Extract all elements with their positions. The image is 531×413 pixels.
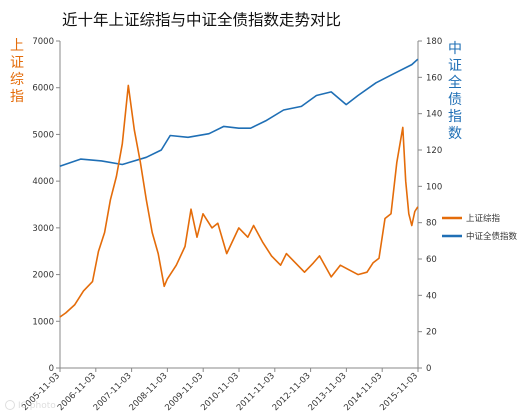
legend-label: 上证综指 [466, 213, 501, 224]
chart-title: 近十年上证综指与中证全债指数走势对比 [62, 11, 341, 29]
watermark: IC photo [5, 400, 56, 411]
left-tick-label: 1000 [32, 317, 54, 327]
right-tick-label: 0 [426, 364, 431, 374]
left-axis-title-text: 上证综指 [10, 38, 24, 105]
series-layer [59, 58, 419, 318]
left-tick-label: 3000 [32, 224, 54, 234]
right-tick-label: 100 [426, 182, 442, 192]
legend-item-shanghai-composite: 上证综指 [442, 213, 501, 224]
right-tick-label: 60 [426, 255, 437, 265]
right-tick-label: 40 [426, 291, 437, 301]
right-tick-label: 160 [426, 73, 442, 83]
right-axis-title-text: 中证全债指数 [448, 41, 462, 142]
left-tick-label: 6000 [32, 84, 54, 94]
right-tick-label: 80 [426, 219, 437, 229]
right-tick-label: 120 [426, 146, 442, 156]
left-axis-title: 上证综指 [10, 38, 24, 105]
watermark-text: IC photo [18, 401, 56, 411]
series-line-shanghai-composite [59, 84, 419, 318]
legend-item-bond-index: 中证全债指数 [442, 231, 518, 242]
series-line-bond-index [59, 58, 419, 168]
left-tick-label: 0 [49, 364, 54, 374]
right-tick-label: 140 [426, 110, 442, 120]
left-tick-label: 2000 [32, 271, 54, 281]
left-tick-label: 7000 [32, 37, 54, 47]
right-axis-title: 中证全债指数 [448, 41, 462, 142]
left-tick-label: 4000 [32, 177, 54, 187]
right-tick-label: 20 [426, 328, 437, 338]
right-axis-ticks: 0 20 40 60 80 100 120 140 160 180 [418, 37, 442, 374]
watermark-logo-icon [5, 400, 15, 410]
left-tick-label: 5000 [32, 130, 54, 140]
left-axis-ticks: 0 1000 2000 3000 4000 5000 6000 7000 [32, 37, 60, 374]
right-tick-label: 180 [426, 37, 442, 47]
legend-label: 中证全债指数 [466, 231, 518, 242]
